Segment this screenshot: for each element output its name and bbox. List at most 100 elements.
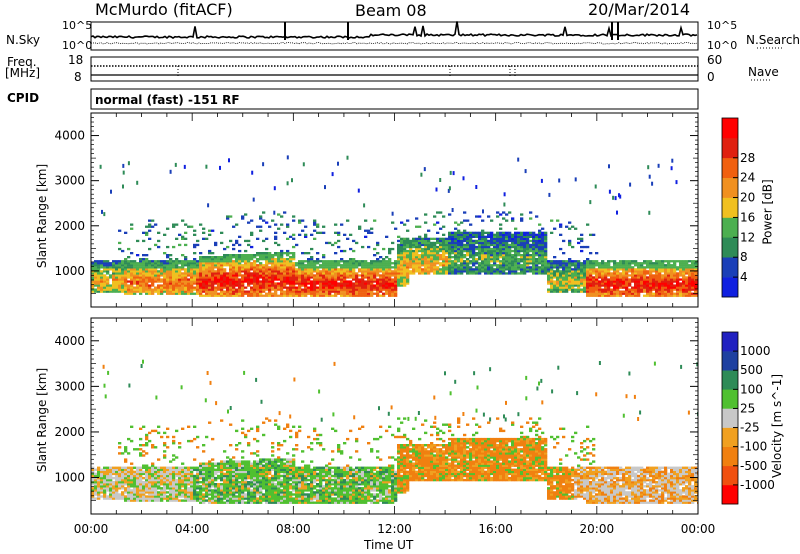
- power-cell: [223, 280, 227, 283]
- power-cell: [130, 272, 134, 275]
- power-cell: [508, 231, 512, 234]
- power-cell: [610, 268, 614, 271]
- power-cell: [298, 268, 302, 271]
- vel-cell: [226, 497, 230, 500]
- vel-cell: [124, 468, 128, 471]
- power-cell: [520, 233, 524, 236]
- power-cell: [286, 294, 290, 297]
- vel-cell: [94, 485, 98, 488]
- power-cell: [157, 245, 161, 249]
- vel-cell: [196, 466, 200, 469]
- power-cell: [142, 276, 146, 279]
- power-cell: [103, 278, 107, 281]
- power-cell: [490, 266, 494, 269]
- power-cell: [448, 231, 452, 234]
- power-cell: [283, 292, 287, 295]
- power-speckle: [517, 157, 520, 162]
- power-cell: [130, 227, 134, 230]
- vel-cell: [178, 466, 182, 469]
- power-cell: [679, 274, 683, 277]
- power-cell: [268, 292, 272, 295]
- vel-cell: [94, 468, 98, 471]
- vel-cell: [190, 493, 194, 496]
- vel-cell: [172, 485, 176, 488]
- power-cell: [628, 264, 632, 267]
- power-cell: [691, 276, 695, 279]
- vel-cell: [193, 468, 197, 471]
- vel-cell: [178, 491, 182, 494]
- power-cell: [163, 278, 167, 281]
- power-cell: [346, 288, 350, 291]
- power-cell: [481, 270, 485, 273]
- power-cell: [331, 264, 335, 267]
- power-cell: [427, 245, 431, 249]
- vel-cell: [91, 472, 95, 476]
- power-cell: [103, 274, 107, 277]
- power-cell: [655, 276, 659, 279]
- power-cell: [133, 266, 137, 269]
- power-cell: [145, 270, 149, 273]
- power-cell: [634, 272, 638, 275]
- power-cell: [421, 260, 425, 263]
- power-cell: [349, 292, 353, 295]
- power-cell: [613, 276, 617, 279]
- vel-cell: [163, 491, 167, 494]
- power-cell: [442, 254, 446, 257]
- power-cell: [94, 264, 98, 267]
- power-cell: [541, 241, 545, 245]
- power-cell: [583, 274, 587, 277]
- vel-cell: [196, 499, 200, 502]
- power-cell: [433, 272, 437, 275]
- power-cell: [232, 288, 236, 291]
- power-cell: [274, 252, 278, 255]
- power-cell: [433, 249, 437, 253]
- power-cell: [121, 270, 125, 273]
- vel-cell: [130, 466, 134, 469]
- power-cell: [124, 290, 128, 293]
- vel-cell: [208, 476, 212, 480]
- power-cell: [394, 278, 398, 281]
- power-cell: [400, 280, 404, 283]
- power-cell: [682, 286, 686, 289]
- vel-cell: [121, 491, 125, 494]
- power-cell: [304, 252, 308, 255]
- power-cell: [448, 247, 452, 251]
- power-cell: [478, 247, 482, 251]
- vel-cell: [115, 478, 119, 482]
- power-cell: [133, 270, 137, 273]
- vel-cell: [157, 470, 161, 474]
- power-cell: [244, 254, 248, 257]
- power-cell: [235, 260, 239, 263]
- power-cell: [286, 237, 290, 240]
- power-cell: [400, 249, 404, 253]
- power-cell: [448, 260, 452, 263]
- power-cell: [127, 274, 131, 277]
- power-cell: [394, 282, 398, 285]
- power-cell: [250, 254, 254, 257]
- power-cell: [682, 268, 686, 271]
- power-cell: [472, 239, 476, 243]
- power-cell: [526, 249, 530, 253]
- vel-cell: [112, 495, 116, 498]
- power-cell: [304, 270, 308, 273]
- power-cell: [604, 288, 608, 291]
- power-cell: [556, 260, 560, 263]
- power-cell: [331, 294, 335, 297]
- power-cell: [292, 262, 296, 265]
- power-cell: [328, 278, 332, 281]
- power-cell: [220, 264, 224, 267]
- power-cell: [181, 264, 185, 267]
- power-cell: [460, 231, 464, 234]
- power-cell: [271, 278, 275, 281]
- power-cell: [211, 274, 215, 277]
- power-cell: [655, 280, 659, 283]
- power-cell: [388, 270, 392, 273]
- power-cell: [646, 266, 650, 269]
- power-cell: [274, 278, 278, 281]
- power-cell: [577, 280, 581, 283]
- power-cell: [415, 247, 419, 251]
- power-cell: [322, 274, 326, 277]
- power-cell: [445, 262, 449, 265]
- power-cell: [373, 288, 377, 291]
- power-cell: [238, 282, 242, 285]
